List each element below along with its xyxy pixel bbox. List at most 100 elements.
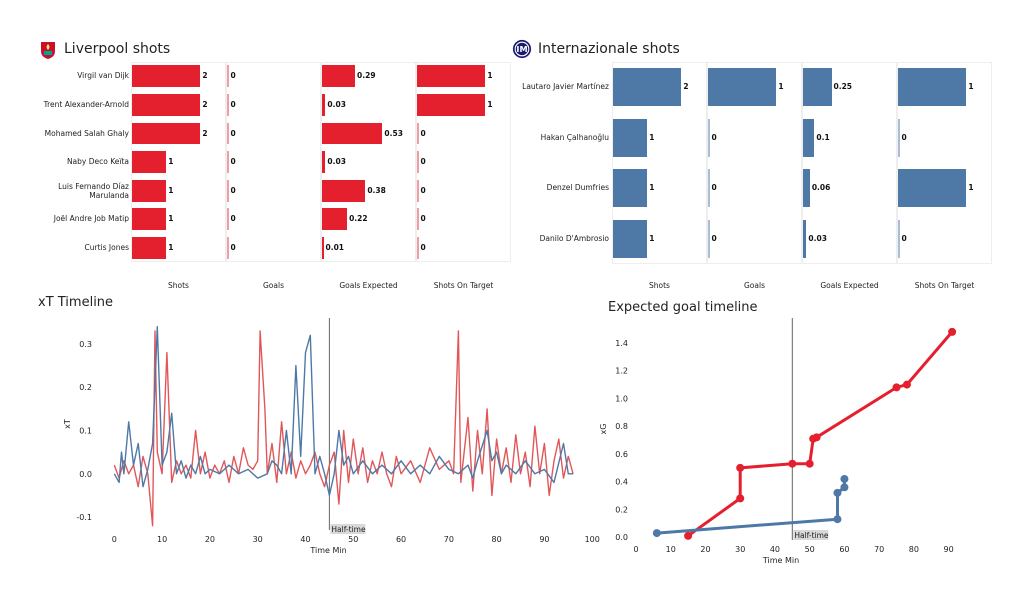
series-point bbox=[809, 434, 818, 443]
player-name-label: Naby Deco Keïta bbox=[66, 157, 129, 167]
stat-bar bbox=[132, 151, 167, 173]
svg-text:IM: IM bbox=[516, 44, 527, 54]
player-name-label: Danilo D'Ambrosio bbox=[539, 233, 609, 243]
stat-bar bbox=[417, 122, 419, 145]
stat-bar bbox=[417, 151, 419, 173]
player-name-label: Denzel Dumfries bbox=[546, 183, 609, 193]
line-chart-group: Expected goal timeline 0 10 20 30 40 50 60 70 80 9… bbox=[599, 300, 957, 565]
stat-value-label: 2 bbox=[202, 128, 208, 138]
stat-value-label: 1 bbox=[649, 233, 655, 243]
stat-bar bbox=[417, 237, 419, 259]
stat-value-label: 0.03 bbox=[327, 157, 346, 167]
x-tick-label: 80 bbox=[909, 545, 919, 554]
stat-bar bbox=[227, 65, 229, 88]
x-tick-label: 90 bbox=[539, 535, 549, 544]
stat-value-label: 0.29 bbox=[357, 71, 376, 81]
series-point bbox=[812, 433, 821, 442]
stat-value-label: 1 bbox=[487, 99, 493, 109]
stat-bar bbox=[708, 169, 710, 208]
x-tick-label: 60 bbox=[839, 545, 849, 554]
stat-value-label: 0.22 bbox=[349, 214, 368, 224]
x-tick-label: 10 bbox=[157, 535, 167, 544]
x-tick-label: 30 bbox=[735, 545, 745, 554]
stat-value-label: 0 bbox=[420, 242, 426, 252]
stat-bar bbox=[227, 151, 229, 173]
series-point bbox=[892, 383, 901, 392]
y-tick-label: 0.2 bbox=[79, 383, 92, 392]
x-tick-label: 20 bbox=[700, 545, 710, 554]
stat-value-label: 0 bbox=[230, 185, 236, 195]
stat-bar bbox=[132, 65, 201, 88]
stat-bar bbox=[708, 118, 710, 157]
stat-value-label: 0 bbox=[420, 185, 426, 195]
stat-bar bbox=[613, 118, 648, 157]
series-point bbox=[840, 483, 849, 492]
stat-bar bbox=[322, 65, 356, 88]
series-line bbox=[687, 330, 954, 538]
y-axis-label: xT bbox=[63, 419, 72, 429]
y-tick-label: 1.2 bbox=[615, 367, 628, 376]
stat-bar bbox=[322, 94, 326, 116]
stat-bar bbox=[417, 179, 419, 202]
stat-bar bbox=[227, 237, 229, 259]
series-point bbox=[736, 494, 745, 503]
stat-value-label: 0.01 bbox=[325, 242, 345, 252]
stat-bar bbox=[227, 122, 229, 145]
x-tick-label: 80 bbox=[492, 535, 502, 544]
chart-title: Expected goal timeline bbox=[608, 300, 758, 315]
stat-value-label: 2 bbox=[202, 99, 208, 109]
x-tick-label: 20 bbox=[205, 535, 215, 544]
y-tick-label: 0.8 bbox=[615, 422, 628, 431]
y-tick-label: 1.0 bbox=[615, 394, 628, 403]
stat-bar bbox=[322, 237, 324, 259]
stat-bar bbox=[227, 179, 229, 202]
stat-value-label: 1 bbox=[649, 132, 655, 142]
stat-bar bbox=[417, 65, 486, 88]
stat-value-label: 0 bbox=[711, 132, 717, 142]
series-line bbox=[113, 326, 574, 497]
stat-column bbox=[321, 62, 416, 263]
player-name-label: Joël Andre Job Matip bbox=[53, 214, 129, 224]
stat-bar bbox=[708, 68, 777, 107]
stat-bar bbox=[132, 179, 167, 202]
stat-value-label: 1 bbox=[168, 242, 174, 252]
x-tick-label: 60 bbox=[396, 535, 406, 544]
stat-column-label: Shots bbox=[649, 281, 670, 290]
y-axis-label: xG bbox=[599, 424, 608, 435]
x-axis-label: Time Min bbox=[762, 556, 799, 565]
stat-value-label: 0 bbox=[420, 214, 426, 224]
stat-bar bbox=[227, 208, 229, 231]
stat-value-label: 1 bbox=[168, 214, 174, 224]
liverpool-panel-title: Liverpool shots bbox=[38, 38, 170, 60]
stat-bar bbox=[322, 208, 348, 231]
stat-column-label: Goals Expected bbox=[820, 281, 879, 290]
stat-value-label: 0 bbox=[230, 214, 236, 224]
stat-bar bbox=[417, 94, 486, 116]
half-time-label: Half-time bbox=[794, 531, 829, 540]
stat-column-label: Goals bbox=[263, 281, 284, 290]
stat-value-label: 0 bbox=[711, 183, 717, 193]
line-chart-group: xT Timeline 0 10 20 30 40 50 60 70 80 90 100 -0.1 0.0… bbox=[38, 295, 600, 555]
stat-column bbox=[707, 62, 802, 264]
x-tick-label: 30 bbox=[253, 535, 263, 544]
stat-value-label: 0 bbox=[420, 157, 426, 167]
stat-value-label: 1 bbox=[487, 71, 493, 81]
series-point bbox=[840, 474, 849, 483]
stat-value-label: 0 bbox=[230, 128, 236, 138]
stat-bar bbox=[898, 169, 967, 208]
stat-column bbox=[802, 62, 897, 264]
half-time-label: Half-time bbox=[331, 525, 366, 534]
stat-bar bbox=[898, 118, 900, 157]
player-name-label: Hakan Çalhanoğlu bbox=[540, 132, 609, 142]
stat-bar bbox=[613, 169, 648, 208]
stat-value-label: 1 bbox=[968, 183, 974, 193]
stat-value-label: 0.25 bbox=[833, 82, 853, 92]
player-name-label: Trent Alexander-Arnold bbox=[43, 99, 129, 109]
series-point bbox=[948, 327, 957, 336]
stat-bar bbox=[803, 118, 815, 157]
stat-value-label: 0 bbox=[230, 71, 236, 81]
stat-bar bbox=[803, 219, 807, 258]
stat-value-label: 1 bbox=[968, 82, 974, 92]
stat-value-label: 1 bbox=[649, 183, 655, 193]
stat-value-label: 0.53 bbox=[384, 128, 403, 138]
